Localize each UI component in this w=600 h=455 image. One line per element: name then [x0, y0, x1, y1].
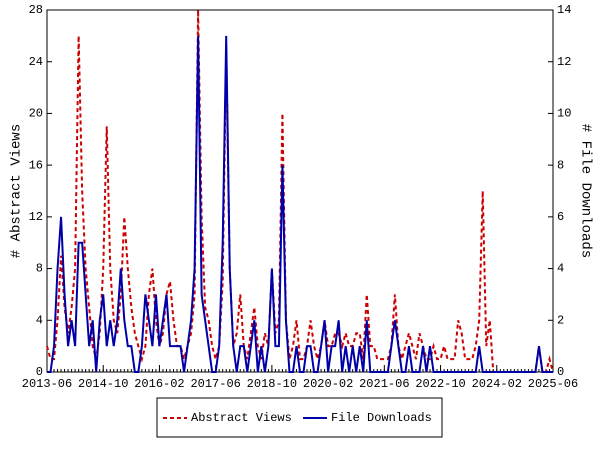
x-tick-label: 2021-06 [359, 377, 409, 391]
x-tick-label: 2025-06 [528, 377, 578, 391]
legend [156, 397, 443, 438]
x-tick-label: 2014-10 [78, 377, 128, 391]
y2-tick-label: 10 [557, 107, 571, 121]
y-tick-label: 12 [29, 210, 43, 224]
y2-tick-label: 6 [557, 210, 564, 224]
x-tick-label: 2013-06 [22, 377, 72, 391]
y-axis-label: # Abstract Views [9, 124, 25, 258]
y-tick-label: 20 [29, 107, 43, 121]
y2-axis-label: # File Downloads [577, 124, 593, 258]
x-tick-label: 2020-02 [303, 377, 353, 391]
series-line [46, 9, 554, 373]
plot-frame [46, 9, 554, 373]
x-tick-label: 2016-02 [134, 377, 184, 391]
y2-tick-label: 12 [557, 55, 571, 69]
y-tick-label: 28 [29, 3, 43, 17]
series-line [47, 35, 553, 373]
y2-tick-label: 2 [557, 313, 564, 327]
y-tick-label: 24 [29, 55, 43, 69]
x-tick-label: 2022-10 [415, 377, 465, 391]
y2-tick-label: 8 [557, 158, 564, 172]
x-tick-label: 2017-06 [190, 377, 240, 391]
y2-tick-label: 4 [557, 262, 564, 276]
legend-label: Abstract Views [191, 411, 292, 425]
y-tick-label: 16 [29, 158, 43, 172]
x-tick-label: 2024-02 [472, 377, 522, 391]
y-tick-label: 4 [36, 313, 43, 327]
y2-tick-label: 14 [557, 3, 571, 17]
x-tick-label: 2018-10 [247, 377, 297, 391]
y-tick-label: 8 [36, 262, 43, 276]
legend-label: File Downloads [331, 411, 432, 425]
y-tick-label: 0 [36, 365, 43, 379]
y2-tick-label: 0 [557, 365, 564, 379]
